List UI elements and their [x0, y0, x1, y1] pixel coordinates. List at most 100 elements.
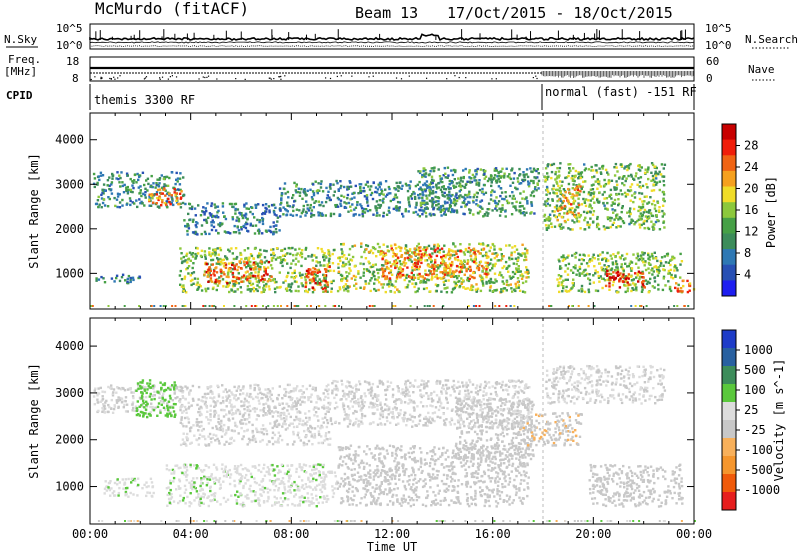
data-cell — [447, 186, 449, 188]
data-cell — [431, 203, 433, 205]
data-cell — [156, 202, 158, 204]
data-cell — [202, 211, 204, 213]
data-cell — [448, 207, 450, 209]
data-cell — [607, 259, 609, 261]
data-cell — [219, 225, 221, 227]
data-cell — [167, 409, 169, 411]
data-cell — [479, 189, 481, 191]
data-cell — [452, 250, 454, 252]
data-cell — [289, 253, 291, 255]
data-cell — [293, 277, 295, 279]
data-cell — [183, 433, 185, 435]
nave-dot — [91, 79, 92, 80]
data-cell — [279, 187, 281, 189]
data-cell — [562, 226, 564, 228]
data-cell — [652, 257, 654, 259]
data-cell — [233, 231, 235, 233]
data-cell — [469, 212, 471, 214]
data-cell — [621, 178, 623, 180]
data-cell — [311, 196, 313, 198]
data-cell — [275, 281, 277, 283]
data-cell — [388, 272, 390, 274]
data-cell — [305, 281, 307, 283]
data-cell — [265, 283, 267, 285]
data-cell — [473, 179, 475, 181]
data-cell — [617, 275, 619, 277]
data-cell — [586, 212, 588, 214]
data-cell — [602, 251, 604, 253]
data-cell — [457, 259, 459, 261]
data-cell — [517, 271, 519, 273]
data-cell — [240, 427, 242, 429]
data-cell — [111, 181, 113, 183]
data-cell — [108, 305, 110, 307]
data-cell — [304, 412, 306, 414]
data-cell — [385, 195, 387, 197]
data-cell — [514, 205, 516, 207]
data-cell — [373, 182, 375, 184]
data-cell — [623, 270, 625, 272]
nsky-trace — [90, 34, 694, 40]
data-cell — [510, 277, 512, 279]
data-cell — [209, 266, 211, 268]
data-cell — [322, 288, 324, 290]
data-cell — [222, 205, 224, 207]
data-cell — [240, 419, 242, 421]
data-cell — [419, 250, 421, 252]
nsearch-tick-bottom: 10^0 — [705, 39, 732, 52]
data-cell — [460, 177, 462, 179]
data-cell — [322, 205, 324, 207]
data-cell — [299, 274, 301, 276]
data-cell — [555, 216, 557, 218]
data-cell — [398, 186, 400, 188]
data-cell — [301, 253, 303, 255]
nsearch-trace — [90, 46, 694, 47]
data-cell — [602, 193, 604, 195]
data-cell — [411, 197, 413, 199]
data-cell — [100, 194, 102, 196]
data-cell — [436, 290, 438, 292]
data-cell — [563, 212, 565, 214]
data-cell — [158, 402, 160, 404]
data-cell — [603, 197, 605, 199]
data-cell — [520, 270, 522, 272]
data-cell — [153, 391, 155, 393]
data-cell — [673, 305, 675, 307]
data-cell — [498, 305, 500, 307]
data-cell — [258, 400, 260, 402]
data-cell — [291, 247, 293, 249]
data-cell — [552, 188, 554, 190]
data-cell — [410, 305, 412, 307]
data-cell — [639, 181, 641, 183]
data-cell — [399, 267, 401, 269]
data-cell — [663, 184, 665, 186]
data-cell — [168, 177, 170, 179]
data-cell — [401, 213, 403, 215]
data-cell — [646, 220, 648, 222]
data-cell — [464, 198, 466, 200]
data-cell — [469, 209, 471, 211]
data-cell — [558, 260, 560, 262]
data-cell — [163, 407, 165, 409]
data-cell — [98, 204, 100, 206]
y-tick-label: 1000 — [55, 266, 84, 280]
data-cell — [100, 172, 102, 174]
data-cell — [328, 431, 330, 433]
data-cell — [274, 288, 276, 290]
data-cell — [295, 185, 297, 187]
data-cell — [518, 284, 520, 286]
data-cell — [114, 404, 116, 406]
data-cell — [436, 255, 438, 257]
data-cell — [608, 285, 610, 287]
data-cell — [640, 186, 642, 188]
data-cell — [477, 204, 479, 206]
data-cell — [475, 173, 477, 175]
data-cell — [340, 248, 342, 250]
data-cell — [365, 248, 367, 250]
data-cell — [490, 198, 492, 200]
data-cell — [145, 404, 147, 406]
data-cell — [325, 201, 327, 203]
data-cell — [606, 171, 608, 173]
data-cell — [185, 425, 187, 427]
data-cell — [636, 184, 638, 186]
